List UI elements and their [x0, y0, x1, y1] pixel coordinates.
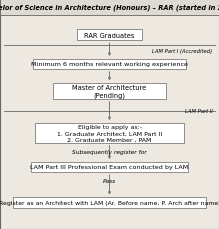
Bar [0, 0, 219, 16]
Text: RAR Graduates: RAR Graduates [84, 33, 135, 38]
Text: Pass: Pass [103, 178, 116, 183]
Bar [13, 198, 206, 208]
Bar [31, 162, 188, 172]
Text: LAM Part III Professional Exam conducted by LAM: LAM Part III Professional Exam conducted… [30, 165, 189, 170]
Bar [77, 30, 142, 41]
Text: Minimum 6 months relevant working experience: Minimum 6 months relevant working experi… [31, 62, 188, 67]
Bar [33, 60, 186, 70]
Text: Eligible to apply as:-
1. Graduate Architect, LAM Part II
2. Graduate Member , P: Eligible to apply as:- 1. Graduate Archi… [57, 125, 162, 142]
Text: LAM Part I (Accredited): LAM Part I (Accredited) [152, 49, 212, 54]
Text: Master of Architecture
(Pending): Master of Architecture (Pending) [72, 85, 147, 98]
Text: Subsequently register for: Subsequently register for [72, 149, 147, 154]
Text: Bachelor of Science in Architecture (Honours) – RAR (started in 2014): Bachelor of Science in Architecture (Hon… [0, 5, 219, 11]
Bar [35, 123, 184, 143]
Text: Register as an Architect with LAM (Ar. Before name, P. Arch after name): Register as an Architect with LAM (Ar. B… [0, 200, 219, 205]
Text: LAM Part II: LAM Part II [185, 108, 212, 113]
Bar [53, 84, 166, 99]
